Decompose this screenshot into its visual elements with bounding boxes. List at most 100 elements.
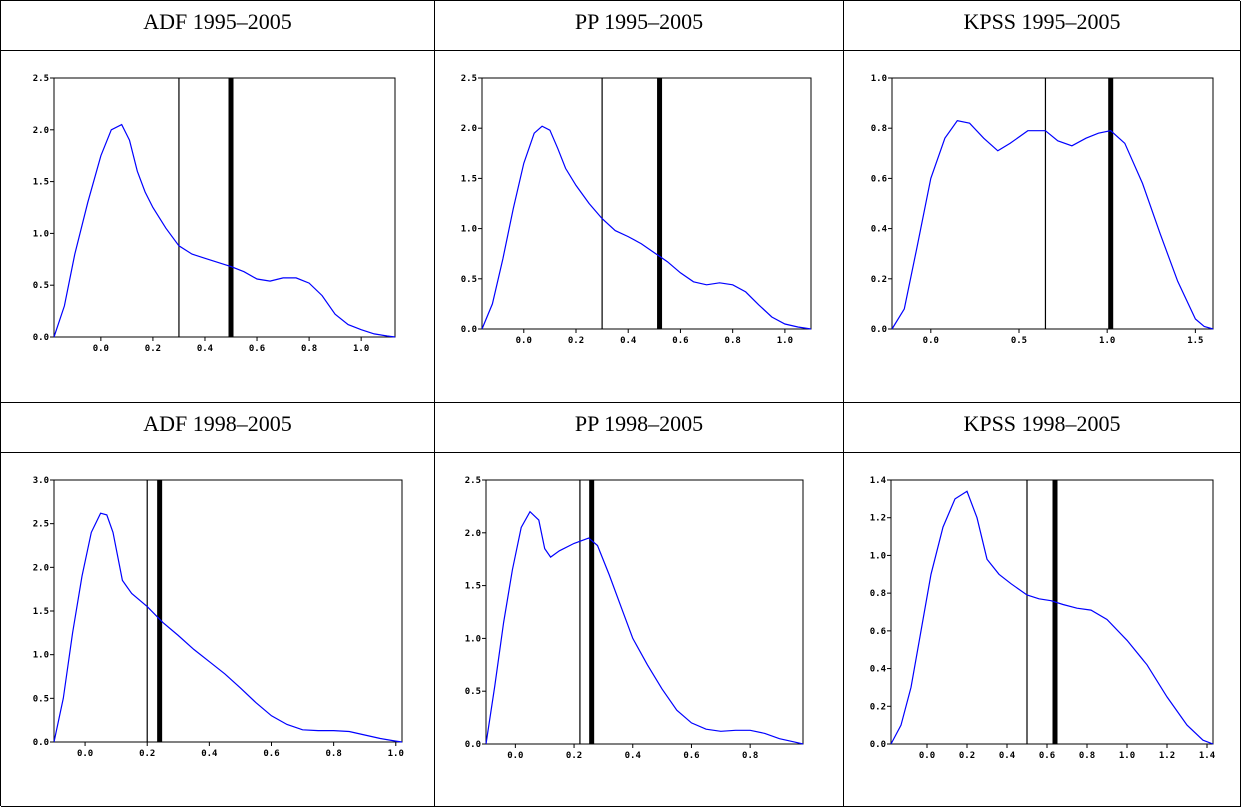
x-tick-label: 0.0 xyxy=(919,751,935,761)
header-cell-3: KPSS 1995–2005 xyxy=(844,1,1241,51)
x-tick-label: 0.4 xyxy=(201,749,218,759)
y-tick-label: 1.5 xyxy=(465,582,481,592)
density-curve xyxy=(485,510,804,745)
plot-frame xyxy=(53,479,403,743)
chart-title: KPSS 1998–2005 xyxy=(963,411,1121,436)
y-tick-label: 0.6 xyxy=(870,627,886,637)
y-tick-label: 1.0 xyxy=(33,229,49,239)
y-tick-label: 2.0 xyxy=(461,124,477,134)
y-tick-label: 1.0 xyxy=(870,551,886,561)
density-plot-adf-1998: 0.0 0.5 1.0 1.5 2.0 2.5 3.0 0.0 0.2 0.4 0.6 0.8 1.0 xyxy=(33,476,404,759)
y-tick-label: 0.4 xyxy=(871,225,888,235)
y-tick-label: 2.5 xyxy=(33,520,49,530)
x-tick-label: 1.4 xyxy=(1199,751,1216,761)
x-tick-label: 0.4 xyxy=(197,344,214,354)
x-tick-label: 0.4 xyxy=(620,336,637,346)
y-tick-label: 2.5 xyxy=(461,74,477,84)
x-tick-label: 1.0 xyxy=(777,336,793,346)
y-tick-label: 2.5 xyxy=(465,476,481,486)
y-tick-label: 0.8 xyxy=(871,124,887,134)
header-cell-4: ADF 1998–2005 xyxy=(1,403,435,453)
x-tick-label: 0.2 xyxy=(959,751,975,761)
header-cell-5: PP 1998–2005 xyxy=(435,403,844,453)
x-tick-label: 0.8 xyxy=(1079,751,1095,761)
density-curve xyxy=(891,120,1214,330)
y-tick-label: 0.5 xyxy=(33,694,49,704)
y-tick-label: 0.5 xyxy=(33,281,49,291)
y-tick-label: 0.0 xyxy=(871,325,887,335)
x-tick-label: 0.0 xyxy=(93,344,109,354)
density-plot-kpss-1995: 0.0 0.2 0.4 0.6 0.8 1.0 0.0 0.5 1.0 1.5 xyxy=(871,74,1214,346)
plot-cell-1: 0.0 0.5 1.0 1.5 2.0 2.5 0.0 0.2 0.4 0.6 0.8 1.0 xyxy=(1,51,435,403)
x-tick-label: 1.0 xyxy=(1119,751,1135,761)
x-tick-label: 0.0 xyxy=(516,336,532,346)
y-tick-label: 0.0 xyxy=(870,740,886,750)
density-curve xyxy=(890,490,1214,745)
x-tick-label: 0.2 xyxy=(145,344,161,354)
plot-cell-2: 0.0 0.5 1.0 1.5 2.0 2.5 0.0 0.2 0.4 0.6 0.8 1.0 xyxy=(435,51,844,403)
x-tick-label: 1.0 xyxy=(388,749,404,759)
y-tick-label: 0.4 xyxy=(870,665,887,675)
plot-cell-4: 0.0 0.5 1.0 1.5 2.0 2.5 3.0 0.0 0.2 0.4 0.6 0.8 1.0 xyxy=(1,453,435,807)
density-curve xyxy=(481,125,812,330)
plot-cell-3: 0.0 0.2 0.4 0.6 0.8 1.0 0.0 0.5 1.0 1.5 xyxy=(844,51,1241,403)
y-tick-label: 1.0 xyxy=(871,74,887,84)
y-tick-label: 0.2 xyxy=(871,275,887,285)
y-tick-label: 0.5 xyxy=(465,687,481,697)
x-tick-label: 0.8 xyxy=(301,344,317,354)
plot-row-2: 0.0 0.5 1.0 1.5 2.0 2.5 3.0 0.0 0.2 0.4 0.6 0.8 1.0 … xyxy=(1,453,1241,807)
x-tick-label: 0.4 xyxy=(625,751,642,761)
y-tick-label: 0.0 xyxy=(465,740,481,750)
x-tick-label: 0.6 xyxy=(263,749,279,759)
y-tick-label: 2.0 xyxy=(33,563,49,573)
y-tick-label: 0.0 xyxy=(461,325,477,335)
density-curve xyxy=(53,123,396,338)
x-tick-label: 0.4 xyxy=(999,751,1016,761)
plot-cell-6: 0.0 0.2 0.4 0.6 0.8 1.0 1.2 1.4 0.0 0.2 0.4 0.6 0.8 1… xyxy=(844,453,1241,807)
y-tick-label: 2.0 xyxy=(465,529,481,539)
y-tick-label: 1.0 xyxy=(33,651,49,661)
y-tick-label: 0.2 xyxy=(870,702,886,712)
chart-title: ADF 1995–2005 xyxy=(143,9,292,34)
y-tick-label: 1.0 xyxy=(461,225,477,235)
density-plot-pp-1998: 0.0 0.5 1.0 1.5 2.0 2.5 0.0 0.2 0.4 0.6 0.8 xyxy=(465,476,804,761)
header-cell-6: KPSS 1998–2005 xyxy=(844,403,1241,453)
x-tick-label: 0.6 xyxy=(672,336,688,346)
x-tick-label: 0.2 xyxy=(568,336,584,346)
y-tick-label: 0.0 xyxy=(33,333,49,343)
x-tick-label: 0.6 xyxy=(1039,751,1055,761)
x-tick-label: 1.2 xyxy=(1159,751,1175,761)
x-tick-label: 0.0 xyxy=(923,336,939,346)
y-tick-label: 1.5 xyxy=(461,174,477,184)
header-row-1: ADF 1995–2005 PP 1995–2005 KPSS 1995–200… xyxy=(1,1,1241,51)
plot-frame xyxy=(891,77,1214,330)
y-tick-label: 3.0 xyxy=(33,476,49,486)
chart-title: PP 1995–2005 xyxy=(574,9,704,34)
header-cell-1: ADF 1995–2005 xyxy=(1,1,435,51)
plot-frame xyxy=(485,479,804,745)
chart-title: PP 1998–2005 xyxy=(574,411,704,436)
x-tick-label: 0.0 xyxy=(507,751,523,761)
y-tick-label: 1.5 xyxy=(33,607,49,617)
header-row-2: ADF 1998–2005 PP 1998–2005 KPSS 1998–200… xyxy=(1,403,1241,453)
x-tick-label: 0.8 xyxy=(725,336,741,346)
chart-title: ADF 1998–2005 xyxy=(143,411,292,436)
y-tick-label: 0.5 xyxy=(461,275,477,285)
plot-frame xyxy=(481,77,812,330)
y-tick-label: 0.8 xyxy=(870,589,886,599)
plot-row-1: 0.0 0.5 1.0 1.5 2.0 2.5 0.0 0.2 0.4 0.6 0.8 1.0 0.0… xyxy=(1,51,1241,403)
chart-title: KPSS 1995–2005 xyxy=(963,9,1121,34)
x-tick-label: 1.0 xyxy=(353,344,369,354)
x-tick-label: 1.5 xyxy=(1187,336,1203,346)
x-tick-label: 0.8 xyxy=(326,749,342,759)
y-tick-label: 0.6 xyxy=(871,174,887,184)
plot-frame xyxy=(53,77,396,338)
x-tick-label: 0.0 xyxy=(77,749,93,759)
y-tick-label: 1.0 xyxy=(465,634,481,644)
x-tick-label: 0.2 xyxy=(139,749,155,759)
y-tick-label: 1.4 xyxy=(870,476,887,486)
y-tick-label: 1.2 xyxy=(870,514,886,524)
header-cell-2: PP 1995–2005 xyxy=(435,1,844,51)
x-tick-label: 1.0 xyxy=(1099,336,1115,346)
